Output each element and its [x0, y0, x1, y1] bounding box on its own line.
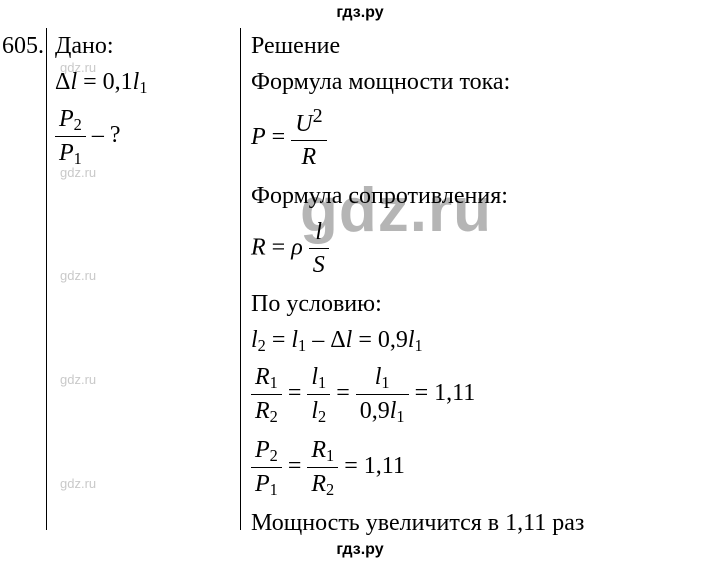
sub: 2: [270, 407, 278, 426]
fraction: l1 l2: [307, 361, 330, 428]
sub: 1: [381, 373, 389, 392]
sub: 2: [258, 336, 266, 355]
val: 0,9: [360, 398, 390, 424]
var-R: R: [255, 398, 270, 424]
site-header: гдз.ру: [0, 4, 720, 22]
sub: 1: [298, 336, 306, 355]
sub: 1: [270, 480, 278, 499]
resistance-label: Формула сопротивления:: [251, 180, 584, 212]
fraction: l1 0,9l1: [356, 361, 409, 428]
val: = 1,11: [338, 453, 405, 479]
val: = 1,11: [409, 380, 476, 406]
given-column: Дано: Δl = 0,1l1 P2 P1 – ?: [46, 28, 240, 530]
power-formula-label: Формула мощности тока:: [251, 66, 584, 98]
sub: 2: [326, 480, 334, 499]
var-R: R: [311, 471, 326, 497]
fraction: P2 P1: [251, 434, 282, 501]
r-ratio-equation: R1 R2 = l1 l2 = l1 0,9l1 = 1,11: [251, 361, 584, 428]
fraction: R1 R2: [307, 434, 338, 501]
sub: 1: [326, 446, 334, 465]
delta-symbol: Δ: [55, 69, 70, 95]
var-P: P: [59, 106, 74, 132]
var-l: l: [309, 216, 329, 248]
fraction: P2 P1: [55, 103, 86, 170]
problem-number: 605.: [0, 28, 46, 530]
given-delta-l: Δl = 0,1l1: [55, 66, 224, 99]
sub-1: 1: [139, 78, 147, 97]
power-formula: P = U2 R: [251, 103, 584, 174]
text: = 0,1: [77, 69, 133, 95]
sub: 1: [270, 373, 278, 392]
sub: 2: [74, 115, 82, 134]
fraction: U2 R: [291, 103, 326, 174]
answer-line: Мощность увеличится в 1,11 раз: [251, 507, 584, 539]
var-P: P: [59, 140, 74, 166]
problem-content: 605. Дано: Δl = 0,1l1 P2 P1 – ? Решение …: [0, 28, 594, 530]
given-find: P2 P1 – ?: [55, 103, 224, 170]
condition-label: По условию:: [251, 288, 584, 320]
solution-title: Решение: [251, 30, 584, 62]
var-P: P: [255, 471, 270, 497]
var-R: R: [255, 364, 270, 390]
minus-delta: – Δ: [306, 327, 345, 353]
sub: 2: [318, 407, 326, 426]
l2-equation: l2 = l1 – Δl = 0,9l1: [251, 324, 584, 357]
question-mark: – ?: [86, 122, 121, 148]
var-R: R: [311, 437, 326, 463]
var-rho: ρ: [291, 234, 303, 260]
sub: 2: [270, 446, 278, 465]
exp-2: 2: [313, 105, 323, 127]
val: = 0,9: [352, 327, 408, 353]
p-ratio-equation: P2 P1 = R1 R2 = 1,11: [251, 434, 584, 501]
var-R: R: [302, 144, 317, 170]
var-l: l: [251, 327, 258, 353]
site-footer: гдз.ру: [0, 541, 720, 559]
var-l: l: [408, 327, 415, 353]
sub: 1: [396, 407, 404, 426]
given-title: Дано:: [55, 30, 224, 62]
sub: 1: [415, 336, 423, 355]
resistance-formula: R = ρ l S: [251, 216, 584, 282]
var-U: U: [295, 111, 312, 137]
sub: 1: [318, 373, 326, 392]
sub: 1: [74, 149, 82, 168]
fraction: R1 R2: [251, 361, 282, 428]
fraction: l S: [309, 216, 329, 282]
var-P: P: [255, 437, 270, 463]
var-S: S: [309, 248, 329, 281]
var-P: P: [251, 124, 266, 150]
solution-column: Решение Формула мощности тока: P = U2 R …: [240, 28, 594, 530]
var-R: R: [251, 234, 266, 260]
